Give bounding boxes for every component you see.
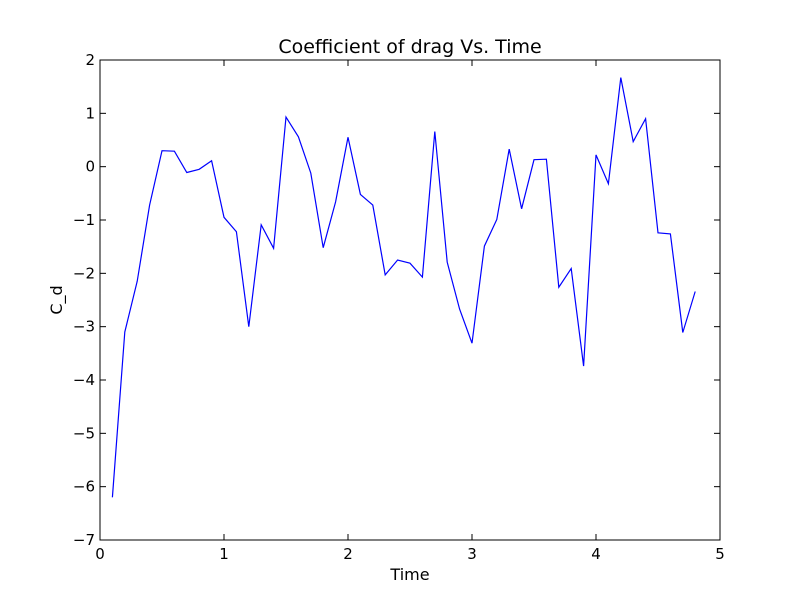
y-tick-label: −3 — [73, 318, 95, 336]
axis-ticks: 0 1 2 3 4 5 2 1 0 −1 −2 −3 −4 −5 −6 −7 — [73, 51, 725, 563]
x-tick-label: 2 — [343, 545, 353, 563]
y-tick-label: −6 — [73, 478, 95, 496]
chart-title: Coefficient of drag Vs. Time — [278, 36, 541, 58]
y-tick-label: −1 — [73, 211, 95, 229]
x-tick-label: 5 — [715, 545, 725, 563]
series-line-0 — [111, 77, 696, 498]
x-tick-label: 3 — [467, 545, 477, 563]
y-tick-label: −7 — [73, 531, 95, 549]
y-axis-label: C_d — [47, 285, 67, 314]
x-tick-label: 4 — [591, 545, 601, 563]
axes-frame — [99, 59, 721, 541]
x-tick-label: 1 — [219, 545, 229, 563]
y-tick-label: 2 — [85, 51, 95, 69]
x-axis-label: Time — [389, 565, 429, 584]
y-tick-label: 0 — [85, 158, 95, 176]
y-tick-label: 1 — [85, 104, 95, 122]
y-tick-label: −4 — [73, 371, 95, 389]
y-tick-label: −5 — [73, 424, 95, 442]
y-tick-label: −2 — [73, 264, 95, 282]
x-tick-label: 0 — [95, 545, 105, 563]
plot-area — [111, 77, 696, 498]
